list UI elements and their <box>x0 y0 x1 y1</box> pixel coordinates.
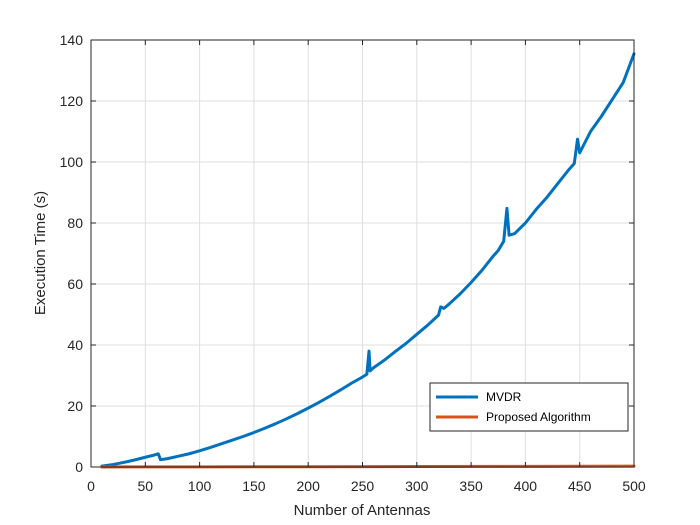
x-tick-label: 150 <box>242 478 266 494</box>
x-tick-label: 0 <box>87 478 95 494</box>
y-axis-title: Execution Time (s) <box>32 191 49 315</box>
x-tick-label: 500 <box>622 478 646 494</box>
y-tick-label: 120 <box>60 93 84 109</box>
y-tick-label: 80 <box>67 215 83 231</box>
x-tick-label: 250 <box>351 478 375 494</box>
x-axis-title: Number of Antennas <box>294 502 431 519</box>
x-tick-label: 300 <box>405 478 429 494</box>
y-tick-label: 40 <box>67 337 83 353</box>
y-tick-label: 60 <box>67 276 83 292</box>
x-tick-label: 50 <box>138 478 154 494</box>
x-tick-label: 100 <box>188 478 212 494</box>
legend-label-mvdr: MVDR <box>486 390 522 404</box>
legend: MVDR Proposed Algorithm <box>429 382 629 432</box>
y-tick-label: 0 <box>75 459 83 475</box>
axis-ticks <box>90 39 635 468</box>
series-line-mvdr <box>100 52 636 468</box>
x-tick-labels: 0 50 100 150 200 250 300 350 400 450 500 <box>87 478 646 494</box>
x-tick-label: 200 <box>297 478 321 494</box>
y-tick-label: 140 <box>60 32 84 48</box>
x-tick-label: 400 <box>514 478 538 494</box>
legend-box <box>429 382 629 432</box>
legend-label-proposed: Proposed Algorithm <box>486 410 591 424</box>
y-tick-labels: 0 20 40 60 80 100 120 140 <box>60 32 84 475</box>
x-tick-label: 350 <box>459 478 483 494</box>
y-tick-label: 100 <box>60 154 84 170</box>
x-tick-label: 450 <box>568 478 592 494</box>
y-tick-label: 20 <box>67 398 83 414</box>
